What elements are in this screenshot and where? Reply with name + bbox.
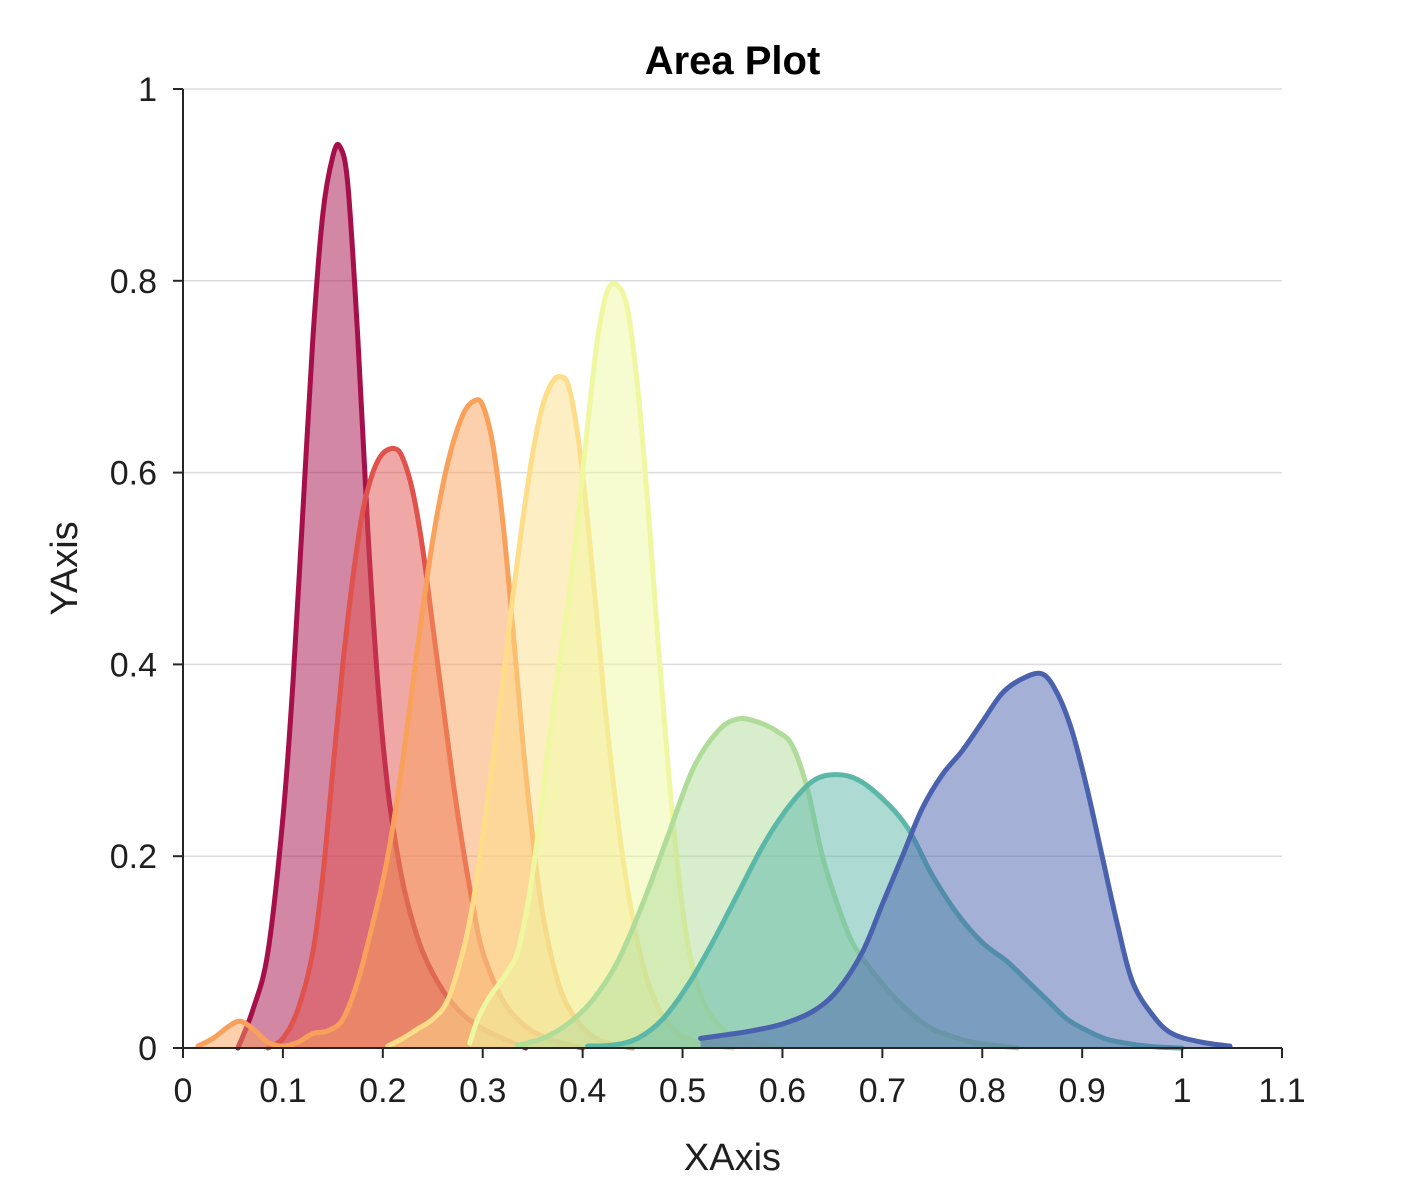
x-tick-label-8: 0.8 xyxy=(959,1072,1006,1110)
series-line-8 xyxy=(698,670,1233,1049)
y-tick-label-2: 0.4 xyxy=(110,646,157,684)
chart-title: Area Plot xyxy=(645,39,821,83)
y-axis-ticks: 0 0.2 0.4 0.6 0.8 1 xyxy=(110,71,183,1068)
x-axis-label: XAxis xyxy=(684,1137,781,1179)
x-tick-label-4: 0.4 xyxy=(559,1072,606,1110)
series-areas xyxy=(195,141,1233,1051)
x-tick-label-0: 0 xyxy=(174,1072,193,1110)
x-tick-label-11: 1.1 xyxy=(1258,1072,1305,1110)
series-area-8 xyxy=(700,673,1231,1048)
y-axis-label: YAxis xyxy=(44,521,86,615)
x-tick-label-5: 0.5 xyxy=(659,1072,706,1110)
y-tick-label-5: 1 xyxy=(138,71,157,109)
x-tick-label-2: 0.2 xyxy=(359,1072,406,1110)
x-tick-label-6: 0.6 xyxy=(759,1072,806,1110)
axes: 0 0.1 0.2 0.3 0.4 0.5 0.6 0.7 0.8 0.9 1 1.1 0 0.2 0.4… xyxy=(110,71,1306,1110)
y-tick-label-3: 0.6 xyxy=(110,455,157,493)
y-tick-label-1: 0.2 xyxy=(110,838,157,876)
series-area-1 xyxy=(237,144,526,1048)
x-tick-label-1: 0.1 xyxy=(259,1072,306,1110)
x-tick-label-9: 0.9 xyxy=(1059,1072,1106,1110)
y-tick-label-4: 0.8 xyxy=(110,263,157,301)
x-tick-label-10: 1 xyxy=(1173,1072,1192,1110)
x-axis-ticks: 0 0.1 0.2 0.3 0.4 0.5 0.6 0.7 0.8 0.9 1 1.1 xyxy=(174,1048,1306,1110)
series-area-5 xyxy=(469,283,783,1048)
y-tick-label-0: 0 xyxy=(138,1030,157,1068)
x-tick-label-3: 0.3 xyxy=(459,1072,506,1110)
x-tick-label-7: 0.7 xyxy=(859,1072,906,1110)
